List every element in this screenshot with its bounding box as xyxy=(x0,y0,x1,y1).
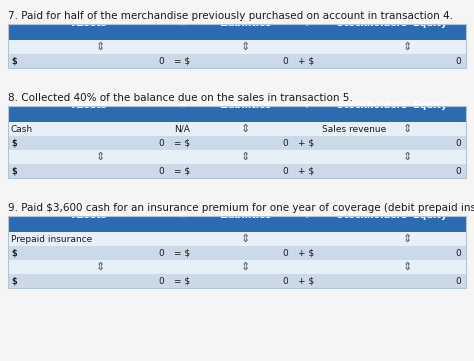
Text: 7. Paid for half of the merchandise previously purchased on account in transacti: 7. Paid for half of the merchandise prev… xyxy=(8,11,453,21)
Bar xyxy=(8,136,466,150)
Text: Stockholders' Equity: Stockholders' Equity xyxy=(337,212,447,221)
Bar xyxy=(8,122,466,136)
Text: Stockholders' Equity: Stockholders' Equity xyxy=(337,19,447,29)
Text: Assets: Assets xyxy=(73,101,108,110)
Text: 0: 0 xyxy=(455,277,461,286)
Text: + $: + $ xyxy=(298,277,314,286)
Text: 0: 0 xyxy=(158,248,164,257)
Text: ⇕: ⇕ xyxy=(241,152,250,162)
Text: ⇕: ⇕ xyxy=(241,262,250,272)
Text: 0: 0 xyxy=(158,277,164,286)
Text: ⇕: ⇕ xyxy=(403,42,412,52)
Text: 0: 0 xyxy=(455,166,461,175)
Text: ⇕: ⇕ xyxy=(241,124,250,134)
Text: 0: 0 xyxy=(158,166,164,175)
Text: ⇕: ⇕ xyxy=(403,262,412,272)
Bar xyxy=(8,260,466,274)
Text: + $: + $ xyxy=(298,139,314,148)
Text: $: $ xyxy=(11,248,17,257)
Text: ⇕: ⇕ xyxy=(403,152,412,162)
Text: Stockholders' Equity: Stockholders' Equity xyxy=(337,101,447,110)
Text: = $: = $ xyxy=(174,57,190,65)
Text: + $: + $ xyxy=(298,57,314,65)
Bar xyxy=(8,246,466,260)
Text: Prepaid insurance: Prepaid insurance xyxy=(11,235,92,244)
Text: Liabilities: Liabilities xyxy=(219,212,272,221)
Text: $: $ xyxy=(11,57,17,65)
Bar xyxy=(8,232,466,246)
Text: 0: 0 xyxy=(282,277,288,286)
Bar xyxy=(8,40,466,54)
Bar xyxy=(8,24,466,68)
Text: = $: = $ xyxy=(174,248,190,257)
Bar xyxy=(8,150,466,164)
Text: 0: 0 xyxy=(282,57,288,65)
Text: ⇕: ⇕ xyxy=(95,42,105,52)
Text: $: $ xyxy=(11,248,17,257)
Text: ⇕: ⇕ xyxy=(241,42,250,52)
Text: ⇕: ⇕ xyxy=(403,234,412,244)
Text: =: = xyxy=(180,101,188,110)
Text: Liabilities: Liabilities xyxy=(219,101,272,110)
Text: Sales revenue: Sales revenue xyxy=(322,125,386,134)
Text: $: $ xyxy=(11,139,17,148)
Text: = $: = $ xyxy=(174,166,190,175)
Text: 8. Collected 40% of the balance due on the sales in transaction 5.: 8. Collected 40% of the balance due on t… xyxy=(8,93,353,103)
Text: $: $ xyxy=(11,166,17,175)
Bar xyxy=(8,274,466,288)
Text: Assets: Assets xyxy=(73,212,108,221)
Text: = $: = $ xyxy=(174,277,190,286)
Text: 0: 0 xyxy=(455,139,461,148)
Bar xyxy=(8,24,466,40)
Text: +: + xyxy=(303,101,311,110)
Text: $: $ xyxy=(11,277,17,286)
Text: $: $ xyxy=(11,57,17,65)
Bar xyxy=(8,106,466,178)
Text: Cash: Cash xyxy=(11,125,33,134)
Bar xyxy=(8,54,466,68)
Text: 0: 0 xyxy=(455,248,461,257)
Text: ⇕: ⇕ xyxy=(241,234,250,244)
Text: + $: + $ xyxy=(298,248,314,257)
Text: $: $ xyxy=(11,277,17,286)
Text: 0: 0 xyxy=(282,248,288,257)
Text: $: $ xyxy=(11,166,17,175)
Text: 0: 0 xyxy=(282,166,288,175)
Bar xyxy=(8,106,466,122)
Text: $: $ xyxy=(11,139,17,148)
Text: 0: 0 xyxy=(158,139,164,148)
Text: =: = xyxy=(180,212,188,221)
Text: 0: 0 xyxy=(455,57,461,65)
Text: =: = xyxy=(180,19,188,29)
Bar xyxy=(8,216,466,288)
Text: +: + xyxy=(303,19,311,29)
Text: 0: 0 xyxy=(158,57,164,65)
Text: 0: 0 xyxy=(282,139,288,148)
Bar xyxy=(8,216,466,232)
Text: = $: = $ xyxy=(174,139,190,148)
Text: + $: + $ xyxy=(298,166,314,175)
Text: ⇕: ⇕ xyxy=(95,152,105,162)
Bar xyxy=(8,164,466,178)
Text: N/A: N/A xyxy=(174,125,190,134)
Text: ⇕: ⇕ xyxy=(95,262,105,272)
Text: ⇕: ⇕ xyxy=(403,124,412,134)
Text: Assets: Assets xyxy=(73,19,108,29)
Text: Liabilities: Liabilities xyxy=(219,19,272,29)
Text: 9. Paid $3,600 cash for an insurance premium for one year of coverage (debit pre: 9. Paid $3,600 cash for an insurance pre… xyxy=(8,203,474,213)
Text: +: + xyxy=(303,212,311,221)
